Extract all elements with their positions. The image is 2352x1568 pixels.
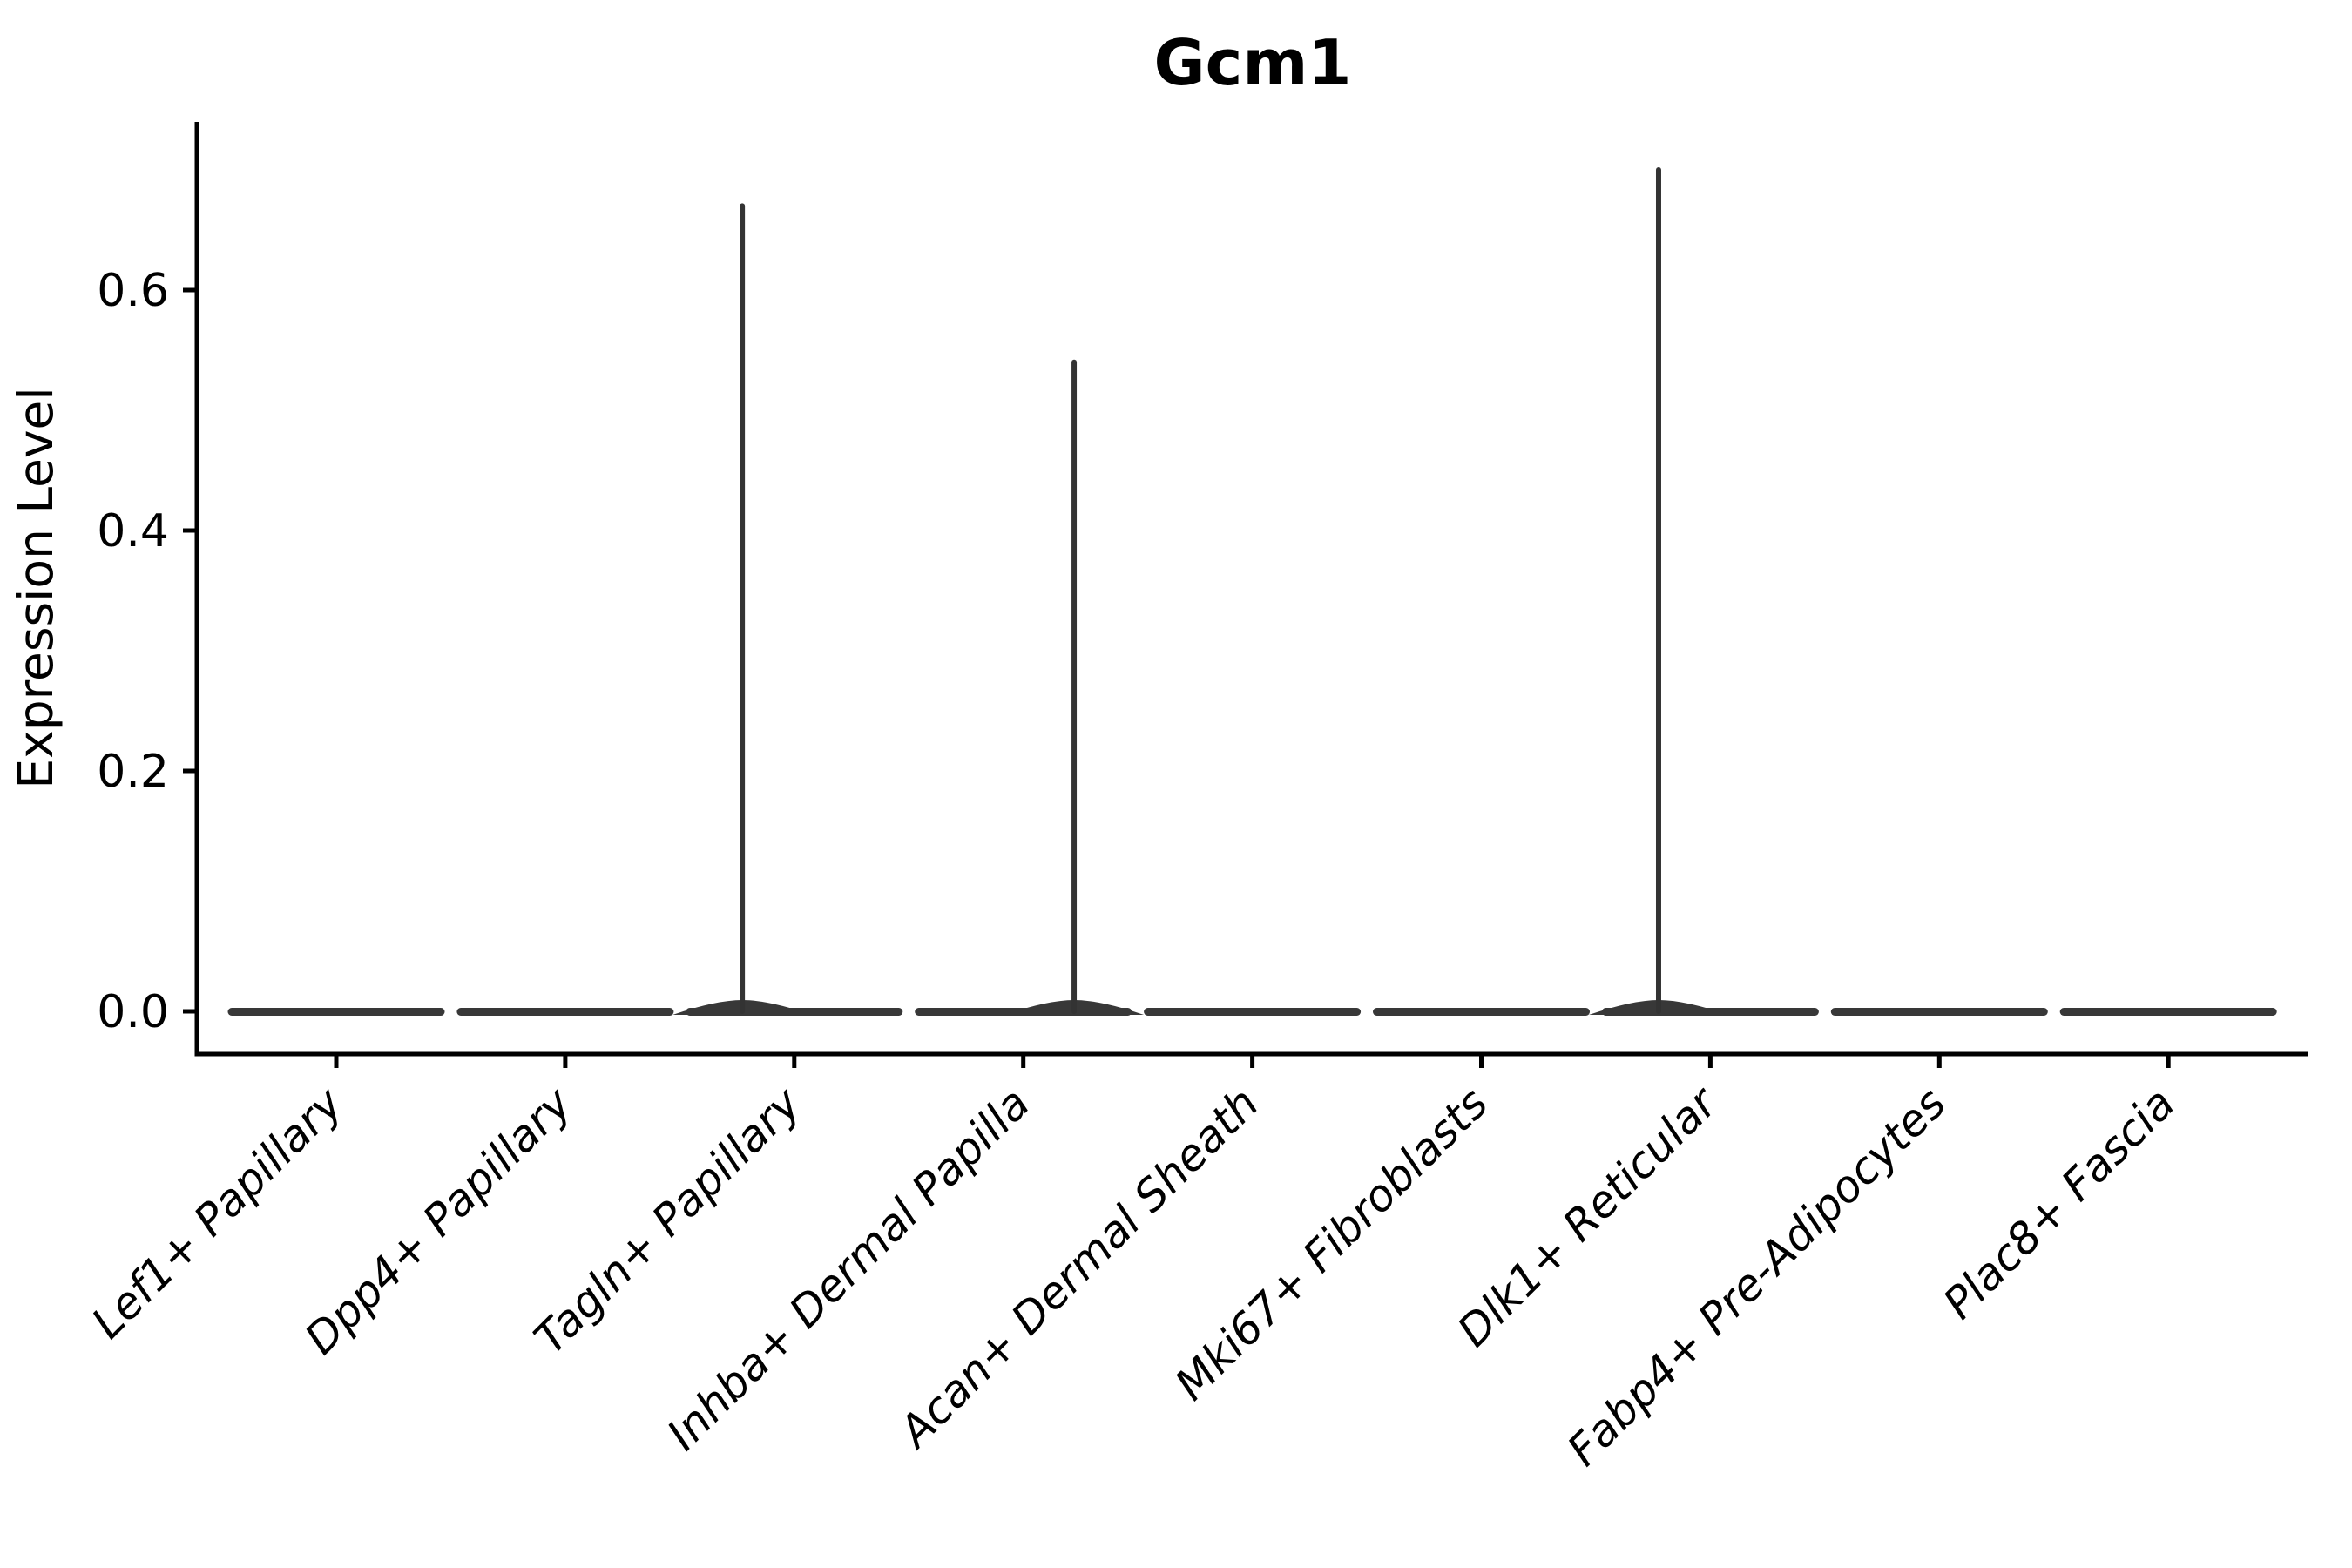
y-tick-label: 0.6 <box>97 265 169 317</box>
x-tick-label: Plac8+ Fascia <box>1934 1078 2185 1328</box>
y-axis-ticks: 0.0 0.2 0.4 0.6 <box>97 265 197 1038</box>
y-axis-label: Expression Level <box>8 387 64 788</box>
violins <box>227 167 2277 1016</box>
x-tick-label: Acan+ Dermal Sheath <box>888 1078 1268 1458</box>
x-tick-label: Fabp4+ Pre-Adipocytes <box>1558 1078 1956 1476</box>
x-tick-label: Lef1+ Papillary <box>82 1077 353 1348</box>
x-tick-label: Inhba+ Dermal Papilla <box>658 1078 1039 1459</box>
violin <box>672 203 903 1016</box>
violin <box>915 359 1145 1016</box>
violin <box>1588 167 1819 1016</box>
y-tick-label: 0.0 <box>97 986 169 1038</box>
plot-title: Gcm1 <box>1154 26 1352 99</box>
y-tick-label: 0.2 <box>97 746 169 798</box>
y-tick-label: 0.4 <box>97 505 169 558</box>
